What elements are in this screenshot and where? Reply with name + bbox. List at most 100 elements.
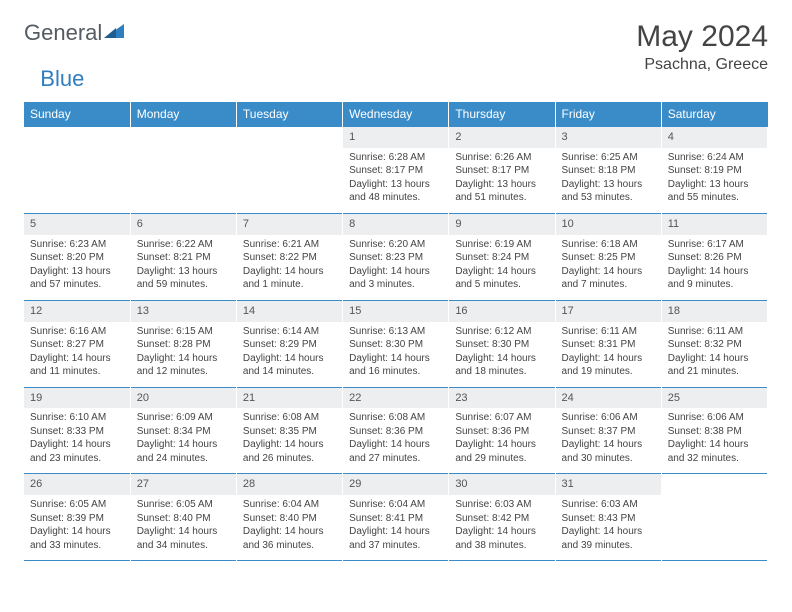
sunrise-line: Sunrise: 6:28 AM — [349, 151, 442, 165]
day-data: Sunrise: 6:08 AMSunset: 8:36 PMDaylight:… — [343, 408, 448, 473]
sunrise-line: Sunrise: 6:03 AM — [562, 498, 655, 512]
day-cell: 30Sunrise: 6:03 AMSunset: 8:42 PMDayligh… — [449, 474, 555, 561]
day-data: Sunrise: 6:17 AMSunset: 8:26 PMDaylight:… — [662, 235, 767, 300]
day-data: Sunrise: 6:05 AMSunset: 8:40 PMDaylight:… — [131, 495, 236, 560]
location: Psachna, Greece — [636, 56, 768, 74]
day-number: 2 — [449, 127, 554, 148]
daylight-line: Daylight: 14 hours and 27 minutes. — [349, 438, 442, 465]
day-cell: 16Sunrise: 6:12 AMSunset: 8:30 PMDayligh… — [449, 300, 555, 387]
day-cell: 8Sunrise: 6:20 AMSunset: 8:23 PMDaylight… — [343, 213, 449, 300]
sunrise-line: Sunrise: 6:19 AM — [455, 238, 548, 252]
day-number: 24 — [556, 388, 661, 409]
sunrise-line: Sunrise: 6:22 AM — [137, 238, 230, 252]
day-data: Sunrise: 6:06 AMSunset: 8:37 PMDaylight:… — [556, 408, 661, 473]
day-cell: 0 — [661, 474, 767, 561]
day-number: 4 — [662, 127, 767, 148]
sunrise-line: Sunrise: 6:05 AM — [30, 498, 124, 512]
day-cell: 31Sunrise: 6:03 AMSunset: 8:43 PMDayligh… — [555, 474, 661, 561]
sunrise-line: Sunrise: 6:14 AM — [243, 325, 336, 339]
sunset-line: Sunset: 8:24 PM — [455, 251, 548, 265]
daylight-line: Daylight: 14 hours and 34 minutes. — [137, 525, 230, 552]
day-header-row: Sunday Monday Tuesday Wednesday Thursday… — [24, 102, 768, 127]
day-cell: 0 — [236, 127, 342, 214]
sunset-line: Sunset: 8:17 PM — [455, 164, 548, 178]
sunset-line: Sunset: 8:38 PM — [668, 425, 761, 439]
daylight-line: Daylight: 14 hours and 12 minutes. — [137, 352, 230, 379]
day-data: Sunrise: 6:23 AMSunset: 8:20 PMDaylight:… — [24, 235, 130, 300]
day-number: 15 — [343, 301, 448, 322]
day-cell: 23Sunrise: 6:07 AMSunset: 8:36 PMDayligh… — [449, 387, 555, 474]
day-number: 18 — [662, 301, 767, 322]
sunset-line: Sunset: 8:30 PM — [349, 338, 442, 352]
sunset-line: Sunset: 8:42 PM — [455, 512, 548, 526]
day-number: 7 — [237, 214, 342, 235]
day-number: 25 — [662, 388, 767, 409]
day-data: Sunrise: 6:26 AMSunset: 8:17 PMDaylight:… — [449, 148, 554, 213]
day-number: 11 — [662, 214, 767, 235]
day-data: Sunrise: 6:20 AMSunset: 8:23 PMDaylight:… — [343, 235, 448, 300]
day-header-saturday: Saturday — [661, 102, 767, 127]
day-cell: 3Sunrise: 6:25 AMSunset: 8:18 PMDaylight… — [555, 127, 661, 214]
day-cell: 4Sunrise: 6:24 AMSunset: 8:19 PMDaylight… — [661, 127, 767, 214]
day-cell: 25Sunrise: 6:06 AMSunset: 8:38 PMDayligh… — [661, 387, 767, 474]
month-title: May 2024 — [636, 20, 768, 54]
daylight-line: Daylight: 14 hours and 18 minutes. — [455, 352, 548, 379]
day-data: Sunrise: 6:21 AMSunset: 8:22 PMDaylight:… — [237, 235, 342, 300]
logo-text-blue: Blue — [40, 66, 84, 92]
daylight-line: Daylight: 14 hours and 37 minutes. — [349, 525, 442, 552]
sunrise-line: Sunrise: 6:26 AM — [455, 151, 548, 165]
sunset-line: Sunset: 8:27 PM — [30, 338, 124, 352]
day-cell: 1Sunrise: 6:28 AMSunset: 8:17 PMDaylight… — [343, 127, 449, 214]
day-header-friday: Friday — [555, 102, 661, 127]
day-number: 6 — [131, 214, 236, 235]
daylight-line: Daylight: 14 hours and 26 minutes. — [243, 438, 336, 465]
day-number: 22 — [343, 388, 448, 409]
sunset-line: Sunset: 8:36 PM — [455, 425, 548, 439]
daylight-line: Daylight: 14 hours and 19 minutes. — [562, 352, 655, 379]
week-row: 0 0 0 1Sunrise: 6:28 AMSunset: 8:17 PMDa… — [24, 127, 768, 214]
sunset-line: Sunset: 8:35 PM — [243, 425, 336, 439]
day-data: Sunrise: 6:11 AMSunset: 8:31 PMDaylight:… — [556, 322, 661, 387]
day-data: Sunrise: 6:10 AMSunset: 8:33 PMDaylight:… — [24, 408, 130, 473]
day-header-tuesday: Tuesday — [236, 102, 342, 127]
day-number: 31 — [556, 474, 661, 495]
daylight-line: Daylight: 14 hours and 9 minutes. — [668, 265, 761, 292]
sunrise-line: Sunrise: 6:06 AM — [562, 411, 655, 425]
daylight-line: Daylight: 14 hours and 29 minutes. — [455, 438, 548, 465]
sunset-line: Sunset: 8:21 PM — [137, 251, 230, 265]
sunrise-line: Sunrise: 6:16 AM — [30, 325, 124, 339]
day-cell: 21Sunrise: 6:08 AMSunset: 8:35 PMDayligh… — [236, 387, 342, 474]
day-number: 21 — [237, 388, 342, 409]
daylight-line: Daylight: 14 hours and 24 minutes. — [137, 438, 230, 465]
sunset-line: Sunset: 8:17 PM — [349, 164, 442, 178]
day-cell: 24Sunrise: 6:06 AMSunset: 8:37 PMDayligh… — [555, 387, 661, 474]
sunset-line: Sunset: 8:32 PM — [668, 338, 761, 352]
sunset-line: Sunset: 8:30 PM — [455, 338, 548, 352]
daylight-line: Daylight: 14 hours and 1 minute. — [243, 265, 336, 292]
day-data: Sunrise: 6:04 AMSunset: 8:41 PMDaylight:… — [343, 495, 448, 560]
day-data: Sunrise: 6:28 AMSunset: 8:17 PMDaylight:… — [343, 148, 448, 213]
sunrise-line: Sunrise: 6:12 AM — [455, 325, 548, 339]
calendar-body: 0 0 0 1Sunrise: 6:28 AMSunset: 8:17 PMDa… — [24, 127, 768, 561]
daylight-line: Daylight: 13 hours and 55 minutes. — [668, 178, 761, 205]
day-data: Sunrise: 6:25 AMSunset: 8:18 PMDaylight:… — [556, 148, 661, 213]
sunrise-line: Sunrise: 6:23 AM — [30, 238, 124, 252]
sunset-line: Sunset: 8:26 PM — [668, 251, 761, 265]
sunset-line: Sunset: 8:18 PM — [562, 164, 655, 178]
day-number: 14 — [237, 301, 342, 322]
logo-text-general: General — [24, 20, 102, 46]
sunrise-line: Sunrise: 6:09 AM — [137, 411, 230, 425]
day-cell: 2Sunrise: 6:26 AMSunset: 8:17 PMDaylight… — [449, 127, 555, 214]
day-number: 9 — [449, 214, 554, 235]
sunrise-line: Sunrise: 6:18 AM — [562, 238, 655, 252]
daylight-line: Daylight: 14 hours and 5 minutes. — [455, 265, 548, 292]
day-data: Sunrise: 6:09 AMSunset: 8:34 PMDaylight:… — [131, 408, 236, 473]
day-number: 1 — [343, 127, 448, 148]
logo-triangle-icon — [104, 22, 126, 45]
day-number: 17 — [556, 301, 661, 322]
day-data: Sunrise: 6:03 AMSunset: 8:43 PMDaylight:… — [556, 495, 661, 560]
day-number: 10 — [556, 214, 661, 235]
day-number: 26 — [24, 474, 130, 495]
day-data: Sunrise: 6:04 AMSunset: 8:40 PMDaylight:… — [237, 495, 342, 560]
day-data: Sunrise: 6:18 AMSunset: 8:25 PMDaylight:… — [556, 235, 661, 300]
